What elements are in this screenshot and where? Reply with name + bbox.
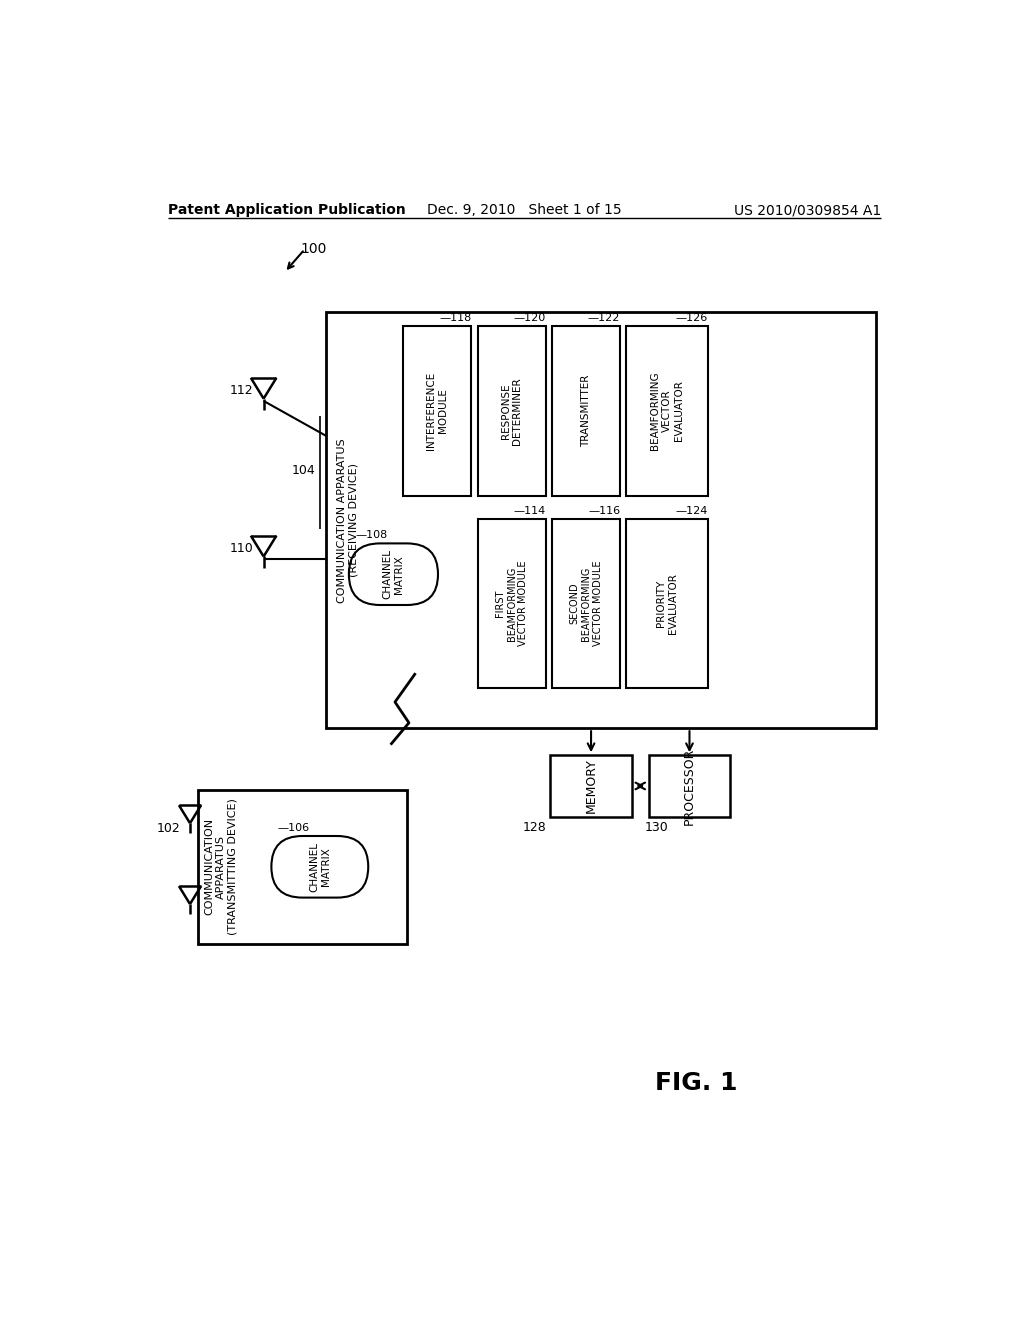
Bar — [552, 519, 621, 688]
Text: 110: 110 — [229, 543, 254, 556]
Text: RESPONSE
DETERMINER: RESPONSE DETERMINER — [501, 378, 522, 445]
Text: FIRST
BEAMFORMING
VECTOR MODULE: FIRST BEAMFORMING VECTOR MODULE — [495, 561, 528, 647]
Bar — [627, 326, 708, 496]
Text: SECOND
BEAMFORMING
VECTOR MODULE: SECOND BEAMFORMING VECTOR MODULE — [569, 561, 603, 647]
Text: 100: 100 — [300, 242, 327, 256]
Text: US 2010/0309854 A1: US 2010/0309854 A1 — [734, 203, 882, 216]
Text: MEMORY: MEMORY — [585, 759, 598, 813]
Text: —116: —116 — [588, 506, 621, 516]
FancyBboxPatch shape — [349, 544, 438, 605]
Bar — [550, 755, 632, 817]
Text: —114: —114 — [513, 506, 546, 516]
Text: —118: —118 — [439, 313, 471, 323]
Text: COMMUNICATION APPARATUS
(RECEIVING DEVICE): COMMUNICATION APPARATUS (RECEIVING DEVIC… — [337, 438, 358, 603]
Text: TRANSMITTER: TRANSMITTER — [581, 375, 591, 447]
Text: —106: —106 — [278, 822, 309, 833]
Text: BEAMFORMING
VECTOR
EVALUATOR: BEAMFORMING VECTOR EVALUATOR — [650, 372, 684, 450]
Text: CHANNEL
MATRIX: CHANNEL MATRIX — [309, 842, 331, 892]
Text: INTERFERENCE
MODULE: INTERFERENCE MODULE — [426, 372, 449, 450]
Bar — [403, 326, 471, 496]
Text: 130: 130 — [645, 821, 669, 834]
Text: COMMUNICATION
APPARATUS
(TRANSMITTING DEVICE): COMMUNICATION APPARATUS (TRANSMITTING DE… — [205, 799, 238, 936]
Text: —122: —122 — [588, 313, 621, 323]
Text: 128: 128 — [522, 821, 547, 834]
Text: CHANNEL
MATRIX: CHANNEL MATRIX — [383, 549, 404, 599]
Bar — [198, 789, 407, 944]
Text: Dec. 9, 2010   Sheet 1 of 15: Dec. 9, 2010 Sheet 1 of 15 — [427, 203, 623, 216]
Bar — [552, 326, 621, 496]
Text: FIG. 1: FIG. 1 — [655, 1071, 737, 1094]
Text: —126: —126 — [676, 313, 708, 323]
Text: PRIORITY
EVALUATOR: PRIORITY EVALUATOR — [656, 573, 678, 634]
Text: —120: —120 — [513, 313, 546, 323]
Text: 104: 104 — [292, 463, 315, 477]
Bar — [477, 519, 546, 688]
Bar — [649, 755, 730, 817]
Text: —124: —124 — [675, 506, 708, 516]
Text: —108: —108 — [355, 531, 387, 540]
Text: Patent Application Publication: Patent Application Publication — [168, 203, 407, 216]
Text: 112: 112 — [230, 384, 254, 397]
FancyBboxPatch shape — [271, 836, 369, 898]
Text: PROCESSOR: PROCESSOR — [683, 747, 696, 825]
Bar — [326, 313, 876, 729]
Text: 102: 102 — [157, 822, 180, 834]
Bar — [477, 326, 546, 496]
Bar — [627, 519, 708, 688]
